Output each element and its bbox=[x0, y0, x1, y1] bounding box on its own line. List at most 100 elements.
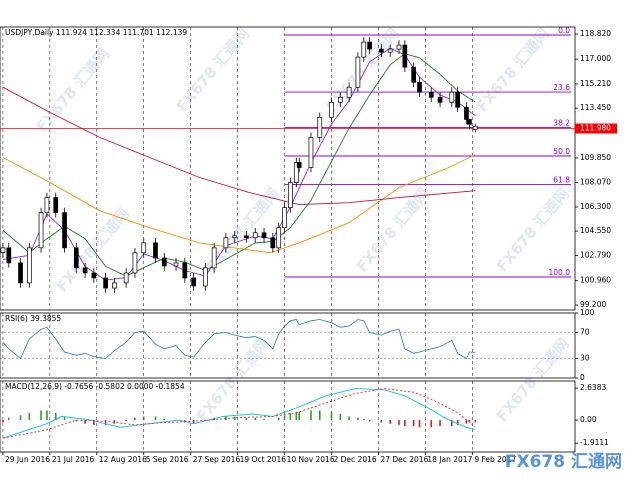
candle-body bbox=[0, 247, 6, 253]
x-tick-label: 2 Dec 2016 bbox=[334, 455, 377, 464]
candle-body bbox=[153, 242, 158, 259]
y-tick-label: 2.6383 bbox=[580, 383, 606, 392]
x-tick-label: 9 Feb 2017 bbox=[474, 455, 516, 464]
x-tick-label: 21 Jul 2016 bbox=[52, 455, 95, 464]
candle-body bbox=[6, 247, 12, 264]
y-tick-label: 109.850 bbox=[580, 153, 611, 162]
y-tick-label: 30 bbox=[580, 354, 590, 363]
candle-body bbox=[288, 182, 293, 209]
y-tick-label: 118.820 bbox=[580, 29, 611, 38]
candle-body bbox=[317, 116, 323, 138]
candle-body bbox=[62, 212, 67, 249]
panel-frame bbox=[0, 312, 576, 379]
y-tick-label: 117.000 bbox=[580, 54, 611, 63]
candle-body bbox=[132, 252, 138, 274]
candle-body bbox=[141, 242, 147, 254]
candle-body bbox=[173, 262, 179, 267]
candle-body bbox=[73, 247, 79, 269]
candle-body bbox=[355, 56, 361, 88]
candle-body bbox=[464, 106, 469, 120]
candle-body bbox=[112, 282, 117, 289]
fib-label: 23.6 bbox=[553, 83, 570, 92]
moving-average bbox=[2, 86, 476, 206]
candle-body bbox=[428, 91, 434, 98]
candle-body bbox=[223, 237, 229, 249]
candle-body bbox=[182, 262, 188, 279]
candle-body bbox=[396, 44, 402, 50]
candle-body bbox=[91, 272, 97, 279]
y-tick-label: 113.450 bbox=[580, 103, 611, 112]
candle-body bbox=[270, 237, 276, 249]
y-tick-label: 70 bbox=[580, 328, 590, 337]
x-tick-label: 19 Oct 2016 bbox=[240, 455, 287, 464]
candle-body bbox=[232, 235, 238, 239]
candle-body bbox=[472, 125, 478, 130]
fib-label: 50.0 bbox=[553, 147, 570, 156]
price-label-box bbox=[575, 123, 617, 134]
candle-body bbox=[417, 81, 422, 93]
y-tick-label: 102.790 bbox=[580, 250, 611, 259]
panel-title: MACD(12,26,9) -0.7656 -0.5802 0.0000 -0.… bbox=[5, 382, 185, 391]
candle-body bbox=[53, 197, 59, 213]
candle-body bbox=[276, 227, 282, 249]
x-tick-label: 10 Nov 2016 bbox=[287, 455, 335, 464]
panel-title: RSI(6) 39.3855 bbox=[5, 314, 61, 323]
candle-body bbox=[244, 235, 249, 239]
candle-body bbox=[437, 96, 443, 103]
candle-body bbox=[123, 272, 129, 284]
candle-body bbox=[293, 162, 299, 183]
candle-body bbox=[203, 267, 208, 287]
y-tick-label: 106.300 bbox=[580, 202, 611, 211]
fib-label: 0.0 bbox=[558, 26, 570, 35]
y-tick-label: 0.00 bbox=[580, 415, 597, 424]
y-tick-label: -1.9111 bbox=[580, 438, 609, 447]
x-tick-label: 5 Sep 2016 bbox=[146, 455, 189, 464]
y-tick-label: 0 bbox=[580, 373, 585, 382]
candle-body bbox=[261, 232, 267, 239]
candle-body bbox=[467, 119, 472, 125]
panel-frame bbox=[0, 380, 576, 453]
x-tick-label: 12 Aug 2016 bbox=[99, 455, 147, 464]
y-tick-label: 115.210 bbox=[580, 79, 611, 88]
candle-body bbox=[82, 267, 88, 274]
moving-average bbox=[2, 154, 476, 254]
price-label: 111.980 bbox=[580, 124, 611, 133]
candle-body bbox=[44, 197, 50, 213]
fib-label: 61.8 bbox=[553, 176, 570, 185]
candle-body bbox=[387, 48, 393, 53]
candle-body bbox=[402, 44, 408, 68]
candle-body bbox=[103, 277, 108, 289]
candle-body bbox=[211, 247, 217, 269]
x-tick-label: 27 Dec 2016 bbox=[380, 455, 428, 464]
y-tick-label: 104.550 bbox=[580, 226, 611, 235]
candle-body bbox=[329, 101, 334, 118]
candle-body bbox=[296, 162, 302, 168]
y-tick-label: 108.070 bbox=[580, 178, 611, 187]
macd-line bbox=[2, 388, 476, 439]
candle-body bbox=[161, 257, 167, 267]
candle-body bbox=[308, 137, 314, 168]
candle-body bbox=[449, 91, 455, 103]
candle-body bbox=[361, 41, 367, 58]
macd-line bbox=[2, 388, 476, 439]
panel-frame bbox=[0, 26, 576, 311]
fib-label: 38.2 bbox=[553, 118, 570, 127]
x-tick-label: 18 Jan 2017 bbox=[427, 455, 472, 464]
candle-body bbox=[337, 96, 343, 103]
candle-body bbox=[26, 247, 32, 284]
candle-body bbox=[367, 41, 372, 50]
panel-title: USDJPY,Daily 111.924 112.334 111.701 112… bbox=[5, 28, 187, 37]
candle-body bbox=[346, 86, 352, 98]
candle-body bbox=[379, 48, 384, 53]
x-tick-label: 29 Jun 2016 bbox=[5, 455, 50, 464]
y-tick-label: 99.200 bbox=[580, 300, 606, 309]
rsi-line bbox=[2, 319, 476, 360]
logo: FX678 汇通网 bbox=[505, 452, 622, 472]
candle-body bbox=[455, 91, 461, 108]
x-tick-label: 27 Sep 2016 bbox=[193, 455, 241, 464]
y-tick-label: 100.960 bbox=[580, 276, 611, 285]
candle-body bbox=[411, 66, 416, 83]
candle-body bbox=[38, 212, 44, 249]
